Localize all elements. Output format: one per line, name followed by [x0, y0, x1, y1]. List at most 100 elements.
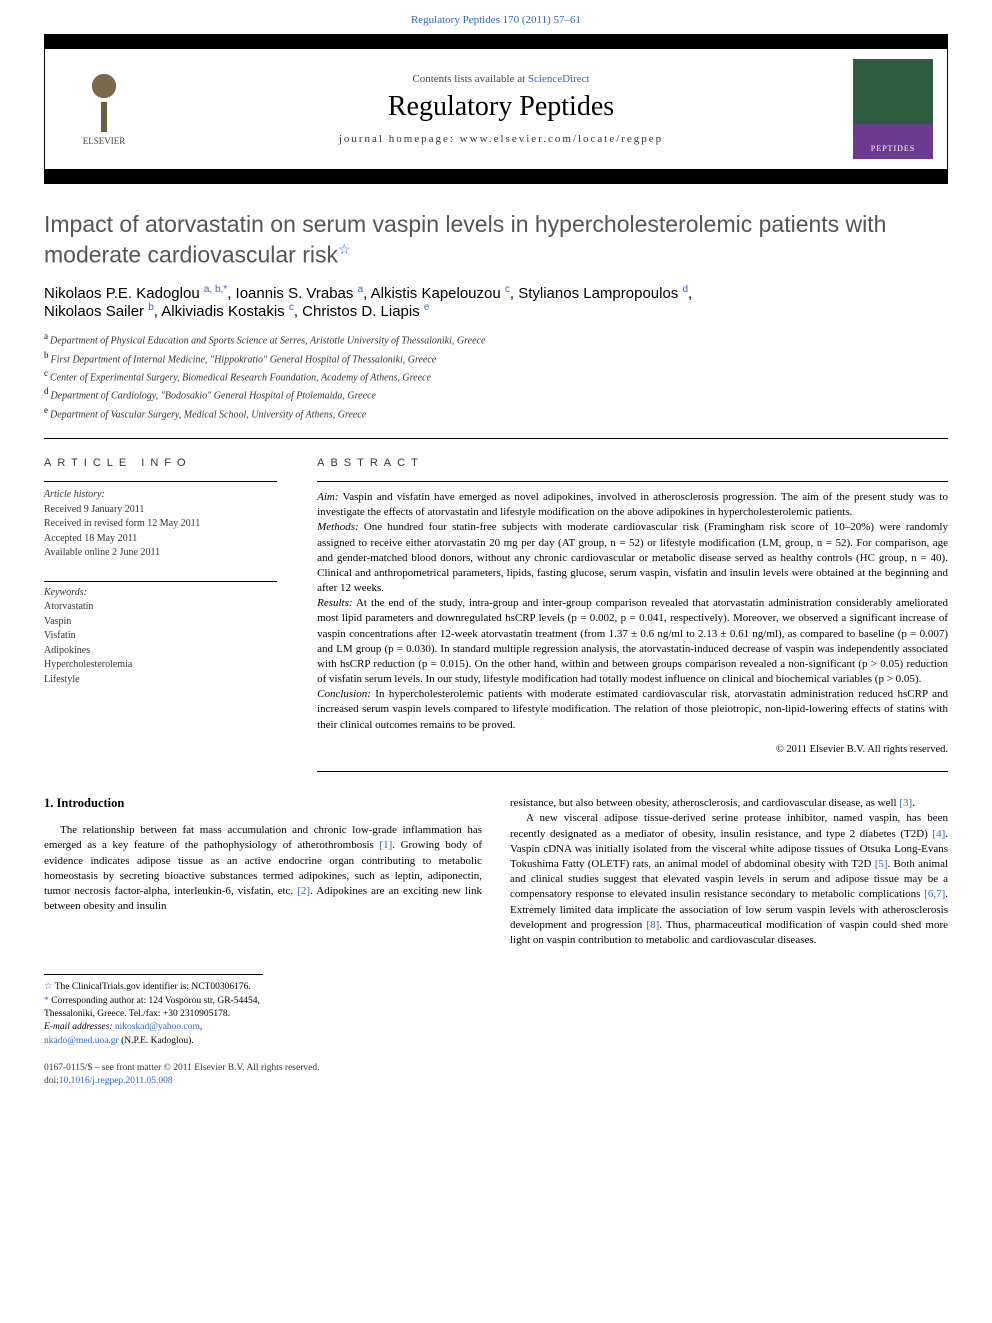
ref-2[interactable]: [2] — [297, 885, 310, 897]
author-sep: , — [688, 285, 692, 302]
keyword-0: Atorvastatin — [44, 600, 277, 615]
elsevier-logo: ELSEVIER — [59, 59, 149, 159]
email-link-1[interactable]: nikoskad@yahoo.com — [115, 1022, 200, 1032]
affiliation-b-text: First Department of Internal Medicine, "… — [51, 354, 437, 365]
contents-available: Contents lists available at ScienceDirec… — [149, 73, 853, 85]
footnote-corr-text: Corresponding author at: 124 Vosporou st… — [44, 996, 260, 1019]
author-5: Nikolaos Sailer — [44, 303, 148, 320]
keyword-2: Visfatin — [44, 629, 277, 644]
email-label: E-mail addresses: — [44, 1022, 113, 1032]
email-link-2[interactable]: nkado@med.uoa.gr — [44, 1036, 119, 1046]
doi-line: doi:10.1016/j.regpep.2011.05.008 — [44, 1075, 948, 1088]
article-content: Impact of atorvastatin on serum vaspin l… — [44, 210, 948, 1048]
affiliation-d-text: Department of Cardiology, "Bodosakio" Ge… — [51, 391, 376, 402]
article-info-heading: ARTICLE INFO — [44, 457, 277, 469]
ref-67[interactable]: [6,7] — [924, 888, 945, 900]
sciencedirect-link[interactable]: ScienceDirect — [528, 73, 590, 85]
affiliation-c: cCenter of Experimental Surgery, Biomedi… — [44, 367, 948, 385]
body-columns: 1. Introduction The relationship between… — [44, 796, 948, 1048]
affiliation-e: eDepartment of Vascular Surgery, Medical… — [44, 404, 948, 422]
journal-homepage: journal homepage: www.elsevier.com/locat… — [149, 133, 853, 145]
footnote-asterisk-icon: * — [44, 996, 49, 1006]
affiliation-a-text: Department of Physical Education and Spo… — [50, 336, 485, 347]
keyword-3: Adipokines — [44, 644, 277, 659]
intro-p3a: A new visceral adipose tissue-derived se… — [510, 812, 948, 839]
footnote-corresponding: * Corresponding author at: 124 Vosporou … — [44, 995, 263, 1022]
keyword-4: Hypercholesterolemia — [44, 658, 277, 673]
running-head-link[interactable]: Regulatory Peptides 170 (2011) 57–61 — [411, 14, 581, 26]
abstract-conclusion-label: Conclusion: — [317, 688, 371, 700]
abstract-pane: ABSTRACT Aim: Vaspin and visfatin have e… — [297, 439, 948, 772]
article-title: Impact of atorvastatin on serum vaspin l… — [44, 210, 948, 270]
body-col-right: resistance, but also between obesity, at… — [510, 796, 948, 1048]
intro-p2b: . — [912, 797, 915, 809]
journal-cover-thumbnail: PEPTIDES — [853, 59, 933, 159]
contents-prefix: Contents lists available at — [412, 73, 527, 85]
cover-caption: PEPTIDES — [867, 142, 919, 155]
author-6: , Alkiviadis Kostakis — [154, 303, 289, 320]
ref-5[interactable]: [5] — [875, 858, 888, 870]
intro-p2a: resistance, but also between obesity, at… — [510, 797, 899, 809]
affiliation-a: aDepartment of Physical Education and Sp… — [44, 330, 948, 348]
doi-label: doi: — [44, 1076, 59, 1086]
abstract-results: At the end of the study, intra-group and… — [317, 597, 948, 685]
ref-1[interactable]: [1] — [379, 839, 392, 851]
abstract-heading: ABSTRACT — [317, 457, 948, 469]
authors: Nikolaos P.E. Kadoglou a, b,*, Ioannis S… — [44, 284, 948, 320]
affiliations: aDepartment of Physical Education and Sp… — [44, 330, 948, 422]
footnote-trial-text: The ClinicalTrials.gov identifier is: NC… — [55, 982, 251, 992]
author-1-aff: a, b,* — [204, 284, 227, 295]
author-4: , Stylianos Lampropoulos — [510, 285, 683, 302]
abstract-copyright: © 2011 Elsevier B.V. All rights reserved… — [317, 743, 948, 757]
footnotes: ☆ The ClinicalTrials.gov identifier is: … — [44, 974, 263, 1047]
email-tail: (N.P.E. Kadoglou). — [119, 1036, 194, 1046]
article-history: Article history: Received 9 January 2011… — [44, 481, 277, 561]
keywords-head: Keywords: — [44, 586, 277, 601]
top-black-bar — [44, 34, 948, 48]
affiliation-b: bFirst Department of Internal Medicine, … — [44, 349, 948, 367]
history-revised: Received in revised form 12 May 2011 — [44, 517, 277, 532]
journal-header: ELSEVIER Contents lists available at Sci… — [44, 48, 948, 170]
history-head: Article history: — [44, 488, 277, 503]
footnote-trial: ☆ The ClinicalTrials.gov identifier is: … — [44, 981, 263, 994]
abstract-aim: Vaspin and visfatin have emerged as nove… — [317, 491, 948, 518]
title-footnote-star-icon: ☆ — [338, 241, 351, 257]
footnote-emails: E-mail addresses: nikoskad@yahoo.com, nk… — [44, 1021, 263, 1048]
issn-line: 0167-0115/$ – see front matter © 2011 El… — [44, 1062, 948, 1075]
affiliation-e-text: Department of Vascular Surgery, Medical … — [50, 409, 366, 420]
author-3: , Alkistis Kapelouzou — [363, 285, 505, 302]
bottom-meta: 0167-0115/$ – see front matter © 2011 El… — [44, 1062, 948, 1089]
publisher-name: ELSEVIER — [83, 136, 126, 146]
introduction-heading: 1. Introduction — [44, 796, 482, 811]
keyword-1: Vaspin — [44, 615, 277, 630]
doi-link[interactable]: 10.1016/j.regpep.2011.05.008 — [59, 1076, 173, 1086]
abstract-methods-label: Methods: — [317, 521, 359, 533]
history-accepted: Accepted 18 May 2011 — [44, 532, 277, 547]
intro-para-1: The relationship between fat mass accumu… — [44, 823, 482, 914]
author-7: , Christos D. Liapis — [294, 303, 424, 320]
abstract-conclusion: In hypercholesterolemic patients with mo… — [317, 688, 948, 730]
article-info-pane: ARTICLE INFO Article history: Received 9… — [44, 439, 297, 772]
elsevier-tree-icon — [74, 72, 134, 132]
running-head: Regulatory Peptides 170 (2011) 57–61 — [0, 0, 992, 34]
ref-4[interactable]: [4] — [932, 828, 945, 840]
ref-3[interactable]: [3] — [899, 797, 912, 809]
affiliation-c-text: Center of Experimental Surgery, Biomedic… — [50, 372, 431, 383]
intro-para-2: resistance, but also between obesity, at… — [510, 796, 948, 948]
abstract-methods: One hundred four statin-free subjects wi… — [317, 521, 948, 594]
author-2: , Ioannis S. Vrabas — [227, 285, 357, 302]
body-col-left: 1. Introduction The relationship between… — [44, 796, 482, 1048]
divider-below-abstract — [317, 771, 948, 772]
keyword-5: Lifestyle — [44, 673, 277, 688]
author-7-aff: e — [424, 302, 430, 313]
info-abstract-row: ARTICLE INFO Article history: Received 9… — [44, 439, 948, 772]
history-received: Received 9 January 2011 — [44, 503, 277, 518]
abstract-body: Aim: Vaspin and visfatin have emerged as… — [317, 481, 948, 757]
ref-8[interactable]: [8] — [646, 919, 659, 931]
title-text: Impact of atorvastatin on serum vaspin l… — [44, 211, 886, 268]
bottom-black-bar — [44, 170, 948, 184]
footnote-star-icon: ☆ — [44, 982, 53, 992]
keywords: Keywords: Atorvastatin Vaspin Visfatin A… — [44, 581, 277, 688]
affiliation-d: dDepartment of Cardiology, "Bodosakio" G… — [44, 385, 948, 403]
history-online: Available online 2 June 2011 — [44, 546, 277, 561]
